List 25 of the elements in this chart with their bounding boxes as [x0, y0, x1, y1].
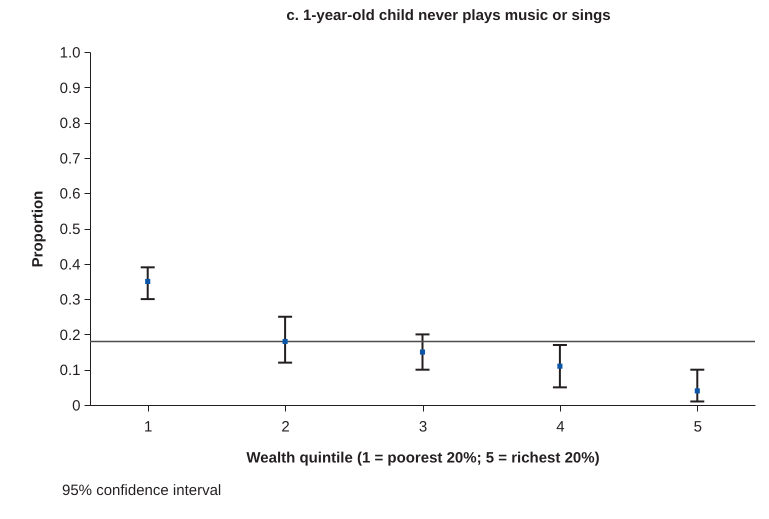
y-tick-label: 0.5 [60, 221, 80, 238]
x-tick-label: 2 [281, 418, 290, 436]
y-tick-label: 1.0 [60, 44, 80, 62]
y-tick-label: 0.3 [60, 292, 80, 309]
y-tick-label: 0.7 [60, 150, 80, 168]
y-tick-label: 0 [72, 398, 80, 414]
point [694, 388, 700, 394]
x-tick-label: 4 [556, 418, 565, 436]
point [282, 338, 288, 344]
y-tick-label: 0.2 [60, 326, 80, 344]
y-tick-label: 0.1 [60, 362, 80, 380]
point [145, 278, 150, 284]
y-axis-title: Proportion [30, 190, 47, 268]
chart-title: c. 1-year-old child never plays music or sings [286, 7, 611, 24]
text: 95% confidence interval [62, 482, 222, 499]
y-tick-label: 0.9 [60, 80, 80, 97]
point [557, 364, 562, 369]
x-tick-label: 5 [694, 418, 702, 436]
point [420, 350, 426, 355]
y-tick-label: 0.8 [60, 115, 80, 132]
y-tick-label: 0.4 [60, 256, 80, 274]
x-axis-title: Wealth quintile (1 = poorest 20%; 5 = richest 20%) [246, 450, 600, 466]
x-tick-label: 3 [418, 418, 428, 436]
y-tick-label: 0.6 [60, 186, 80, 203]
x-tick-label: 1 [144, 418, 152, 436]
